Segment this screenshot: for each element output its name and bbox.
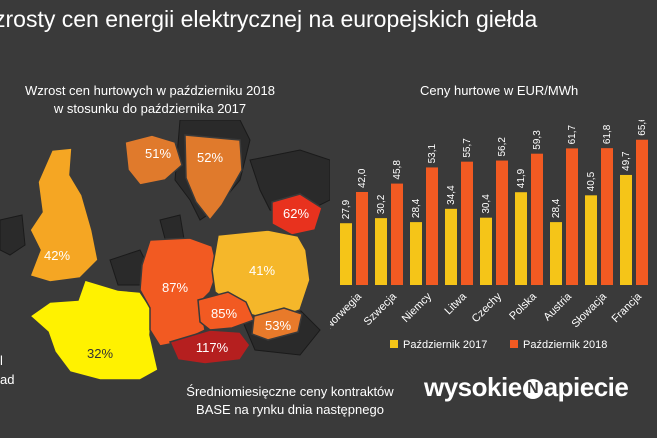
map-label-norway: 51%	[145, 146, 171, 161]
bar-francja-series-1	[620, 175, 632, 285]
legend-label-series-2: Październik 2018	[523, 339, 607, 351]
bar-czechy-series-1	[480, 218, 492, 285]
value-label-francja-series-2: 65,6	[637, 120, 648, 136]
bar-norwegia-series-1	[340, 223, 352, 285]
bar-austria-series-1	[550, 222, 562, 285]
bar-słowacja-series-1	[585, 195, 597, 285]
bar-niemcy-series-2	[426, 167, 438, 285]
brand-bolt-icon: N	[523, 379, 543, 399]
value-label-szwecja-series-2: 45,8	[392, 160, 403, 180]
map-subtitle-line-2: w stosunku do października 2017	[0, 100, 300, 118]
value-label-austria-series-1: 28,4	[551, 198, 562, 218]
map-label-sweden: 52%	[197, 150, 223, 165]
legend-swatch-series-2	[510, 340, 518, 348]
chart-title: Ceny hurtowe w EUR/MWh	[420, 83, 578, 98]
value-label-polska-series-1: 41,9	[516, 168, 527, 188]
value-label-norwegia-series-1: 27,9	[341, 199, 352, 219]
brand-part-2: apiecie	[544, 372, 629, 402]
map-land-ireland-dark	[0, 215, 25, 255]
category-label-niemcy: Niemcy	[400, 290, 435, 325]
category-label-szwecja: Szwecja	[362, 290, 400, 328]
bar-litwa-series-1	[445, 209, 457, 285]
value-label-niemcy-series-1: 28,4	[411, 198, 422, 218]
map-subtitle: Wzrost cen hurtowych w październiku 2018…	[0, 82, 300, 118]
category-label-francja: Francja	[610, 290, 645, 325]
map-label-lithuania: 62%	[283, 206, 309, 221]
bar-polska-series-1	[515, 192, 527, 285]
map-subtitle-line-1: Wzrost cen hurtowych w październiku 2018	[0, 82, 300, 100]
category-label-czechy: Czechy	[470, 290, 505, 325]
value-label-czechy-series-2: 56,2	[497, 137, 508, 157]
map-region-france	[30, 280, 158, 380]
bar-szwecja-series-2	[391, 184, 403, 285]
brand-part-1: wysokie	[424, 372, 522, 402]
value-label-litwa-series-2: 55,7	[462, 138, 473, 158]
bar-słowacja-series-2	[601, 148, 613, 285]
value-label-słowacja-series-2: 61,8	[602, 124, 613, 144]
category-label-polska: Polska	[507, 290, 539, 322]
value-label-szwecja-series-1: 30,2	[376, 194, 387, 214]
bar-czechy-series-2	[496, 161, 508, 285]
bar-niemcy-series-1	[410, 222, 422, 285]
bar-litwa-series-2	[461, 162, 473, 285]
map-label-czech: 85%	[211, 306, 237, 321]
map-label-germany: 87%	[162, 280, 188, 295]
bar-szwecja-series-1	[375, 218, 387, 285]
infographic-title: zrosty cen energii elektrycznej na europ…	[0, 6, 537, 33]
left-cut-text-2: ad	[0, 372, 14, 387]
category-label-austria: Austria	[541, 290, 574, 323]
map-note: Średniomiesięczne ceny kontraktów BASE n…	[140, 383, 440, 419]
map-label-uk: 42%	[44, 248, 70, 263]
map-note-line-2: BASE na rynku dnia następnego	[140, 401, 440, 419]
value-label-słowacja-series-1: 40,5	[586, 171, 597, 191]
bar-austria-series-2	[566, 148, 578, 285]
bar-chart: 27,9 42,0 Norwegia 30,2 45,8 Szwecja 28,4 53,1 N…	[330, 120, 657, 365]
legend-label-series-1: Październik 2017	[403, 339, 487, 351]
value-label-niemcy-series-2: 53,1	[427, 144, 438, 164]
europe-map: 51% 52% 62% 42% 32% 87% 41% 85% 53% 117%	[0, 120, 330, 380]
bar-polska-series-2	[531, 154, 543, 285]
legend-swatch-series-1	[390, 340, 398, 348]
map-label-slovakia: 53%	[265, 318, 291, 333]
category-label-norwegia: Norwegia	[330, 290, 365, 332]
value-label-norwegia-series-2: 42,0	[357, 168, 368, 188]
map-note-line-1: Średniomiesięczne ceny kontraktów	[140, 383, 440, 401]
value-label-polska-series-2: 59,3	[532, 130, 543, 150]
map-label-france: 32%	[87, 346, 113, 361]
bar-francja-series-2	[636, 140, 648, 285]
bar-norwegia-series-2	[356, 192, 368, 285]
map-label-poland: 41%	[249, 263, 275, 278]
value-label-litwa-series-1: 34,4	[446, 185, 457, 205]
left-cut-text-1: l	[0, 353, 3, 368]
value-label-francja-series-1: 49,7	[621, 151, 632, 171]
value-label-czechy-series-1: 30,4	[481, 194, 492, 214]
category-label-litwa: Litwa	[442, 290, 469, 317]
value-label-austria-series-2: 61,7	[567, 124, 578, 144]
category-label-słowacja: Słowacja	[570, 290, 610, 330]
map-label-austria: 117%	[196, 340, 229, 355]
